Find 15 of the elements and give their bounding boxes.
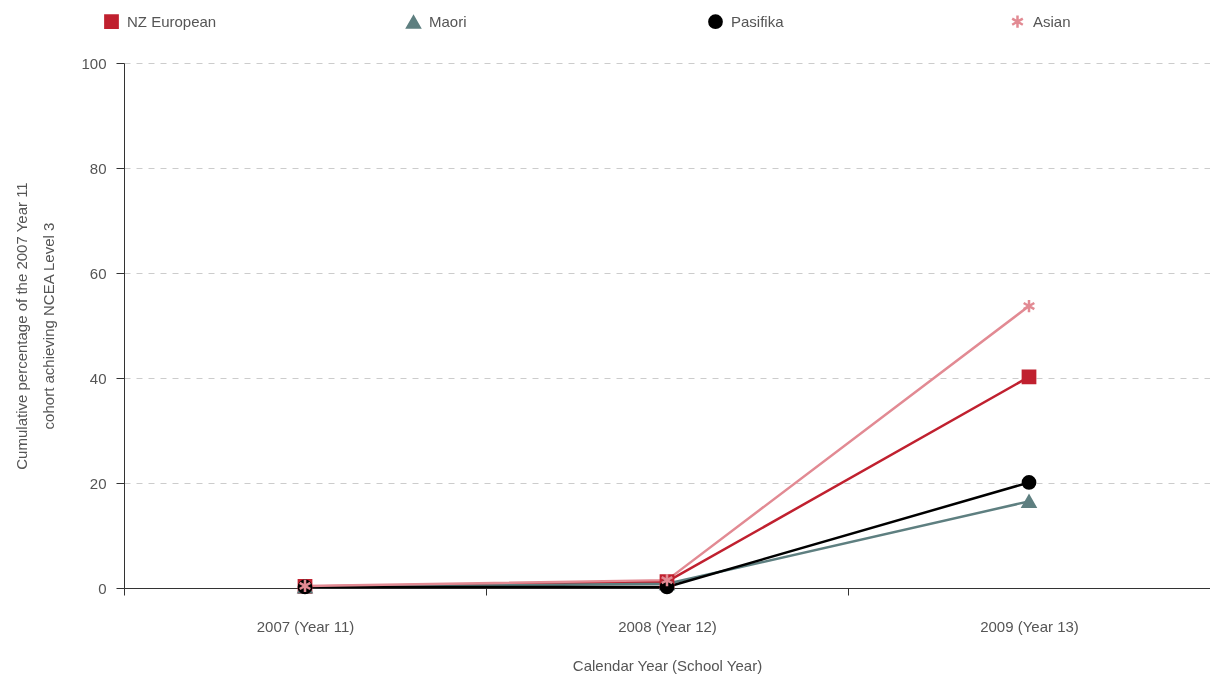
legend-label: NZ European bbox=[127, 12, 217, 30]
x-axis-title: Calendar Year (School Year) bbox=[572, 656, 763, 674]
y-tick-label: 80 bbox=[89, 159, 107, 177]
y-tick-label: 100 bbox=[81, 54, 107, 72]
y-axis-title: Cumulative percentage of the 2007 Year 11 cohort achieving NCEA Level 3 bbox=[13, 182, 58, 470]
y-tick-label: 60 bbox=[89, 264, 107, 282]
legend-label: Pasifika bbox=[731, 12, 785, 30]
legend-label: Maori bbox=[429, 13, 467, 31]
x-tick-label: 2009 (Year 13) bbox=[980, 617, 1079, 635]
y-tick-label: 0 bbox=[98, 579, 107, 597]
y-tick-label: 20 bbox=[89, 474, 107, 492]
x-tick-label: 2007 (Year 11) bbox=[256, 617, 355, 635]
y-tick-label: 40 bbox=[89, 369, 107, 387]
x-tick-label: 2008 (Year 12) bbox=[618, 617, 717, 635]
legend-label: Asian bbox=[1033, 12, 1071, 30]
